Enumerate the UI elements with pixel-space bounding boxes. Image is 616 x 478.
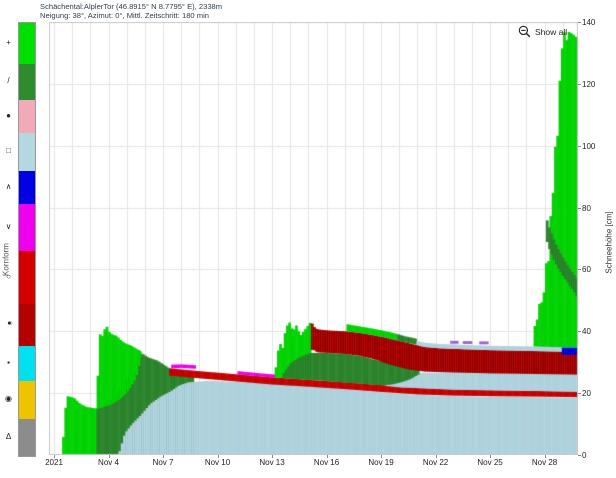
show-all-label: Show all: [535, 26, 568, 37]
surface-hoar-icon: ∨: [5, 221, 12, 231]
legend-color-rounded-grains: [19, 100, 35, 133]
x-axis-tickmark: [108, 455, 110, 458]
chart-header: Schächental:AlplerTor (46.8915° N 8.7795…: [40, 2, 223, 20]
y-axis-tickmark: [578, 207, 581, 209]
x-axis-tickmark: [217, 455, 219, 458]
plot-area: [49, 22, 578, 455]
x-axis-tick-label: Nov 7: [152, 458, 174, 467]
x-axis-tick-label: Nov 10: [204, 458, 231, 467]
x-axis-tickmark: [54, 455, 55, 458]
legend-color-depth-hoar: [19, 171, 35, 204]
y-axis-tickmark: [578, 22, 581, 23]
y-axis-tickmark: [578, 393, 581, 395]
x-axis-tick-label: Nov 22: [422, 458, 449, 467]
y-axis-tickmark: [578, 455, 581, 456]
legend-color-faceted-crystals: [19, 133, 35, 171]
legend-color-ice-formations: [19, 346, 35, 381]
x-axis-tickmark: [435, 455, 437, 458]
ice-formations-icon: ▪: [7, 357, 10, 367]
x-axis-tickmark: [544, 455, 546, 458]
x-axis-tickmark: [490, 455, 492, 458]
legend-color-melt-forms: [19, 251, 35, 304]
x-axis-tickmark: [272, 455, 274, 458]
x-axis-tick-label: Nov 19: [368, 458, 394, 467]
x-axis-tick-label: Nov 13: [259, 458, 285, 467]
legend-color-graupel: [19, 381, 35, 419]
grain-shape-colorbar: [18, 22, 36, 457]
y-axis-tick-label: 120: [582, 79, 596, 89]
y-axis-tick-label: 80: [582, 203, 591, 213]
decomposing-fragments-icon: /: [7, 76, 10, 85]
melt-forms-icon: ○: [6, 271, 11, 281]
y-axis-tickmark: [578, 83, 581, 85]
rounded-grains-icon: ●: [6, 110, 11, 120]
chart-title: Schächental:AlplerTor (46.8915° N 8.7795…: [40, 2, 223, 11]
y-axis-tickmark: [578, 145, 581, 147]
y-axis-tickmark: [578, 269, 581, 271]
depth-hoar-icon: ∧: [5, 181, 12, 191]
graupel-icon: ◉: [5, 394, 12, 403]
y-axis-tick-label: 20: [582, 389, 591, 399]
legend-color-unknown-form: [19, 419, 35, 456]
melt-freeze-crust-icon: ●○: [7, 320, 12, 327]
legend-color-new-snow: [19, 23, 35, 64]
y-axis-tickmark: [578, 331, 581, 333]
x-axis-tickmark: [326, 455, 328, 458]
grain-shape-symbols: + / ● □ ∧ ∨ ○ ●○ ▪ ◉ Δ: [0, 22, 17, 455]
x-axis-tick-label: 2021: [45, 458, 63, 467]
legend-color-decomposing-fragments: [19, 64, 35, 100]
x-axis-tickmark: [381, 455, 383, 458]
x-axis-tickmark: [163, 455, 165, 458]
y-axis-tick-label: 0: [582, 451, 587, 460]
snow-stratigraphy-chart[interactable]: [49, 22, 578, 455]
y-axis-tick-label: 100: [582, 141, 596, 151]
faceted-crystals-icon: □: [6, 146, 11, 155]
x-axis-tick-label: Nov 28: [531, 458, 558, 467]
show-all-button[interactable]: Show all: [518, 25, 567, 38]
y-axis-tick-label: 40: [582, 327, 591, 337]
y-axis-tick-label: 140: [582, 18, 596, 27]
legend-color-surface-hoar: [19, 204, 35, 251]
x-axis-tick-label: Nov 16: [313, 458, 340, 467]
chart-subtitle: Neigung: 38°, Azimut: 0°, Mittl. Zeitsch…: [40, 10, 209, 20]
unknown-form-icon: Δ: [5, 431, 12, 441]
y-axis-tick-label: 60: [582, 265, 591, 275]
legend-color-melt-freeze-crust: [19, 304, 35, 346]
zoom-out-icon: [518, 25, 531, 38]
new-snow-icon: +: [6, 37, 11, 47]
x-axis-tick-label: Nov 4: [98, 458, 119, 467]
x-axis-tick-label: Nov 25: [477, 458, 503, 467]
